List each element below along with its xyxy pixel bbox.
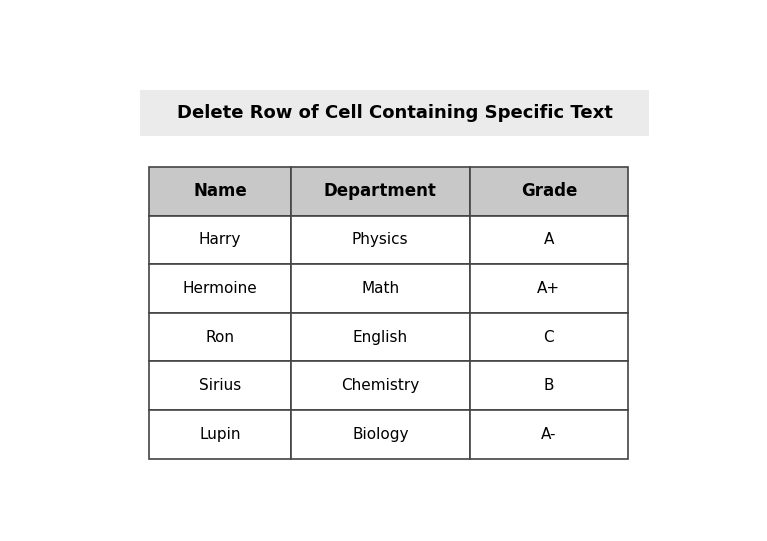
Bar [291,410,470,459]
Bar [150,264,291,313]
Text: Grade: Grade [521,182,577,200]
Bar [140,90,649,136]
Bar [470,167,628,215]
Text: Lupin: Lupin [199,427,241,442]
Text: A-: A- [542,427,557,442]
Text: A+: A+ [538,281,561,296]
Bar [291,264,470,313]
Bar [150,215,291,264]
Bar [470,313,628,361]
Bar [291,167,470,215]
Text: Ron: Ron [206,329,235,345]
Text: Hermoine: Hermoine [183,281,258,296]
Bar [470,264,628,313]
Text: Harry: Harry [199,233,241,247]
Bar [470,410,628,459]
Text: A: A [544,233,554,247]
Bar [150,410,291,459]
Bar [150,361,291,410]
Text: Chemistry: Chemistry [341,378,420,393]
Text: English: English [353,329,408,345]
Bar [470,361,628,410]
Bar [150,167,291,215]
Bar [291,313,470,361]
Text: C: C [544,329,555,345]
Text: Biology: Biology [352,427,409,442]
Text: Name: Name [193,182,247,200]
Text: B: B [544,378,555,393]
Bar [150,313,291,361]
Text: Sirius: Sirius [199,378,241,393]
Bar [291,361,470,410]
Text: Math: Math [361,281,400,296]
Text: Physics: Physics [352,233,409,247]
Text: Department: Department [324,182,436,200]
Text: Delete Row of Cell Containing Specific Text: Delete Row of Cell Containing Specific T… [176,104,613,122]
Bar [470,215,628,264]
Bar [291,215,470,264]
